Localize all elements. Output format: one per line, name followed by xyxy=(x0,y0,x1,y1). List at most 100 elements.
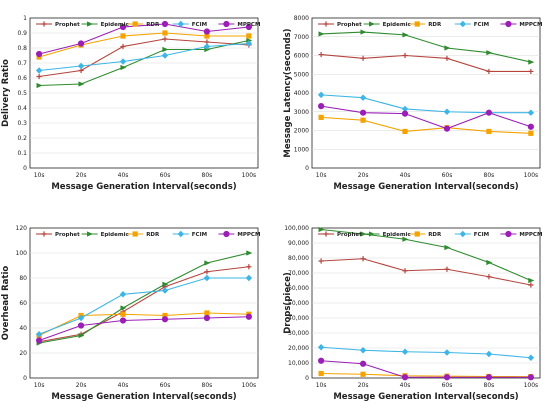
data-point xyxy=(527,123,534,130)
series-line xyxy=(321,31,531,63)
legend-item-fcim: FCIM xyxy=(172,20,207,28)
data-point xyxy=(401,348,409,355)
data-point xyxy=(359,94,367,101)
legend-item-rdr: RDR xyxy=(409,21,442,28)
data-point xyxy=(161,20,169,28)
legend-item-mppcm: MPPCM xyxy=(500,20,542,28)
legend-marker xyxy=(177,20,184,28)
legend-label: RDR xyxy=(428,22,442,28)
legend-label: Epidemic xyxy=(101,22,129,28)
data-point xyxy=(318,226,325,233)
data-point xyxy=(162,281,169,287)
data-point xyxy=(203,314,211,322)
x-tick-label: 10s xyxy=(316,172,327,179)
series-line xyxy=(39,266,249,343)
series-line xyxy=(39,252,250,344)
series-line xyxy=(38,312,249,336)
legend-item-epidemic: Epidemic xyxy=(363,231,411,238)
y-tick-label: 8000 xyxy=(294,15,309,22)
y-tick-label: 80 xyxy=(19,275,27,282)
legend-label: FCIM xyxy=(192,232,207,238)
y-tick-label: 0.1 xyxy=(17,150,27,157)
series-line xyxy=(321,360,531,378)
legend-item-fcim: FCIM xyxy=(454,20,489,28)
data-point xyxy=(359,109,367,116)
data-point xyxy=(527,354,535,361)
y-axis-title: Overhead Ratio xyxy=(1,266,11,341)
series-line xyxy=(39,38,249,78)
legend: Prophet Epidemic RDR FCIM MPPCM xyxy=(36,20,260,28)
y-tick-label: 0.6 xyxy=(17,75,27,82)
data-point xyxy=(317,344,325,351)
data-point xyxy=(402,236,409,242)
data-point xyxy=(204,310,210,316)
chart-panel-1: 0 0.1 0.2 0.3 0.4 0.5 0.6 0.7 0.8 0.9 1 10s 20s 40s 60… xyxy=(1,15,260,192)
y-tick-label: 2000 xyxy=(294,128,309,135)
data-point xyxy=(528,130,534,136)
y-tick-label: 70,000 xyxy=(288,270,309,277)
y-tick-label: 50,000 xyxy=(288,300,309,307)
data-point xyxy=(318,31,325,37)
series-fcim xyxy=(35,274,253,338)
legend-label: FCIM xyxy=(474,22,489,28)
y-tick-label: 120 xyxy=(16,225,28,232)
data-point xyxy=(318,357,325,364)
data-point xyxy=(162,30,168,36)
data-point xyxy=(486,259,493,266)
data-point xyxy=(443,374,451,381)
series-epidemic xyxy=(318,226,535,284)
data-point xyxy=(77,40,85,47)
legend-item-rdr: RDR xyxy=(127,231,160,238)
y-tick-label: 0.2 xyxy=(17,135,27,142)
x-axis-title: Message Generation Interval(seconds) xyxy=(333,392,518,402)
y-tick-label: 6000 xyxy=(294,53,309,60)
data-point xyxy=(36,73,42,80)
data-point xyxy=(120,305,127,311)
data-point xyxy=(36,337,43,344)
x-axis-title: Message Generation Interval(seconds) xyxy=(51,182,236,192)
y-tick-label: 20,000 xyxy=(288,345,309,352)
series-line xyxy=(321,346,531,359)
y-tick-label: 0 xyxy=(23,165,27,172)
data-point xyxy=(528,68,534,75)
data-point xyxy=(204,33,210,39)
legend: Prophet Epidemic RDR FCIM MPPCM xyxy=(318,20,542,28)
data-point xyxy=(485,109,493,116)
series-fcim xyxy=(317,344,535,361)
x-tick-label: 100s xyxy=(524,172,539,179)
y-tick-label: 7000 xyxy=(294,34,309,41)
x-tick-label: 100s xyxy=(242,382,257,389)
data-point xyxy=(443,108,451,115)
legend-marker xyxy=(223,230,230,238)
legend-label: RDR xyxy=(428,232,442,238)
data-point xyxy=(485,374,493,381)
data-point xyxy=(360,55,366,61)
y-tick-label: 0.3 xyxy=(17,120,27,127)
legend-item-rdr: RDR xyxy=(127,21,160,28)
y-tick-label: 0 xyxy=(305,375,309,382)
y-tick-label: 10,000 xyxy=(288,360,309,367)
y-tick-label: 0.5 xyxy=(17,90,27,97)
x-tick-label: 60s xyxy=(442,172,453,179)
y-tick-label: 100,000 xyxy=(284,225,309,232)
series-line xyxy=(38,32,249,58)
legend-label: Epidemic xyxy=(383,232,411,238)
data-point xyxy=(246,33,252,39)
legend-item-epidemic: Epidemic xyxy=(363,21,411,28)
series-fcim xyxy=(35,40,253,74)
y-tick-label: 3000 xyxy=(294,109,309,116)
legend-marker xyxy=(505,230,512,238)
data-point xyxy=(486,274,492,280)
data-point xyxy=(204,269,210,275)
data-point xyxy=(203,43,211,50)
y-tick-label: 60,000 xyxy=(288,285,309,292)
x-tick-label: 10s xyxy=(316,382,327,389)
legend-marker xyxy=(87,231,93,237)
data-point xyxy=(528,277,535,284)
y-axis-title: Drops(piece) xyxy=(283,272,293,334)
data-point xyxy=(359,360,367,367)
data-point xyxy=(444,266,450,272)
legend-item-mppcm: MPPCM xyxy=(218,230,260,238)
data-point xyxy=(162,36,168,42)
